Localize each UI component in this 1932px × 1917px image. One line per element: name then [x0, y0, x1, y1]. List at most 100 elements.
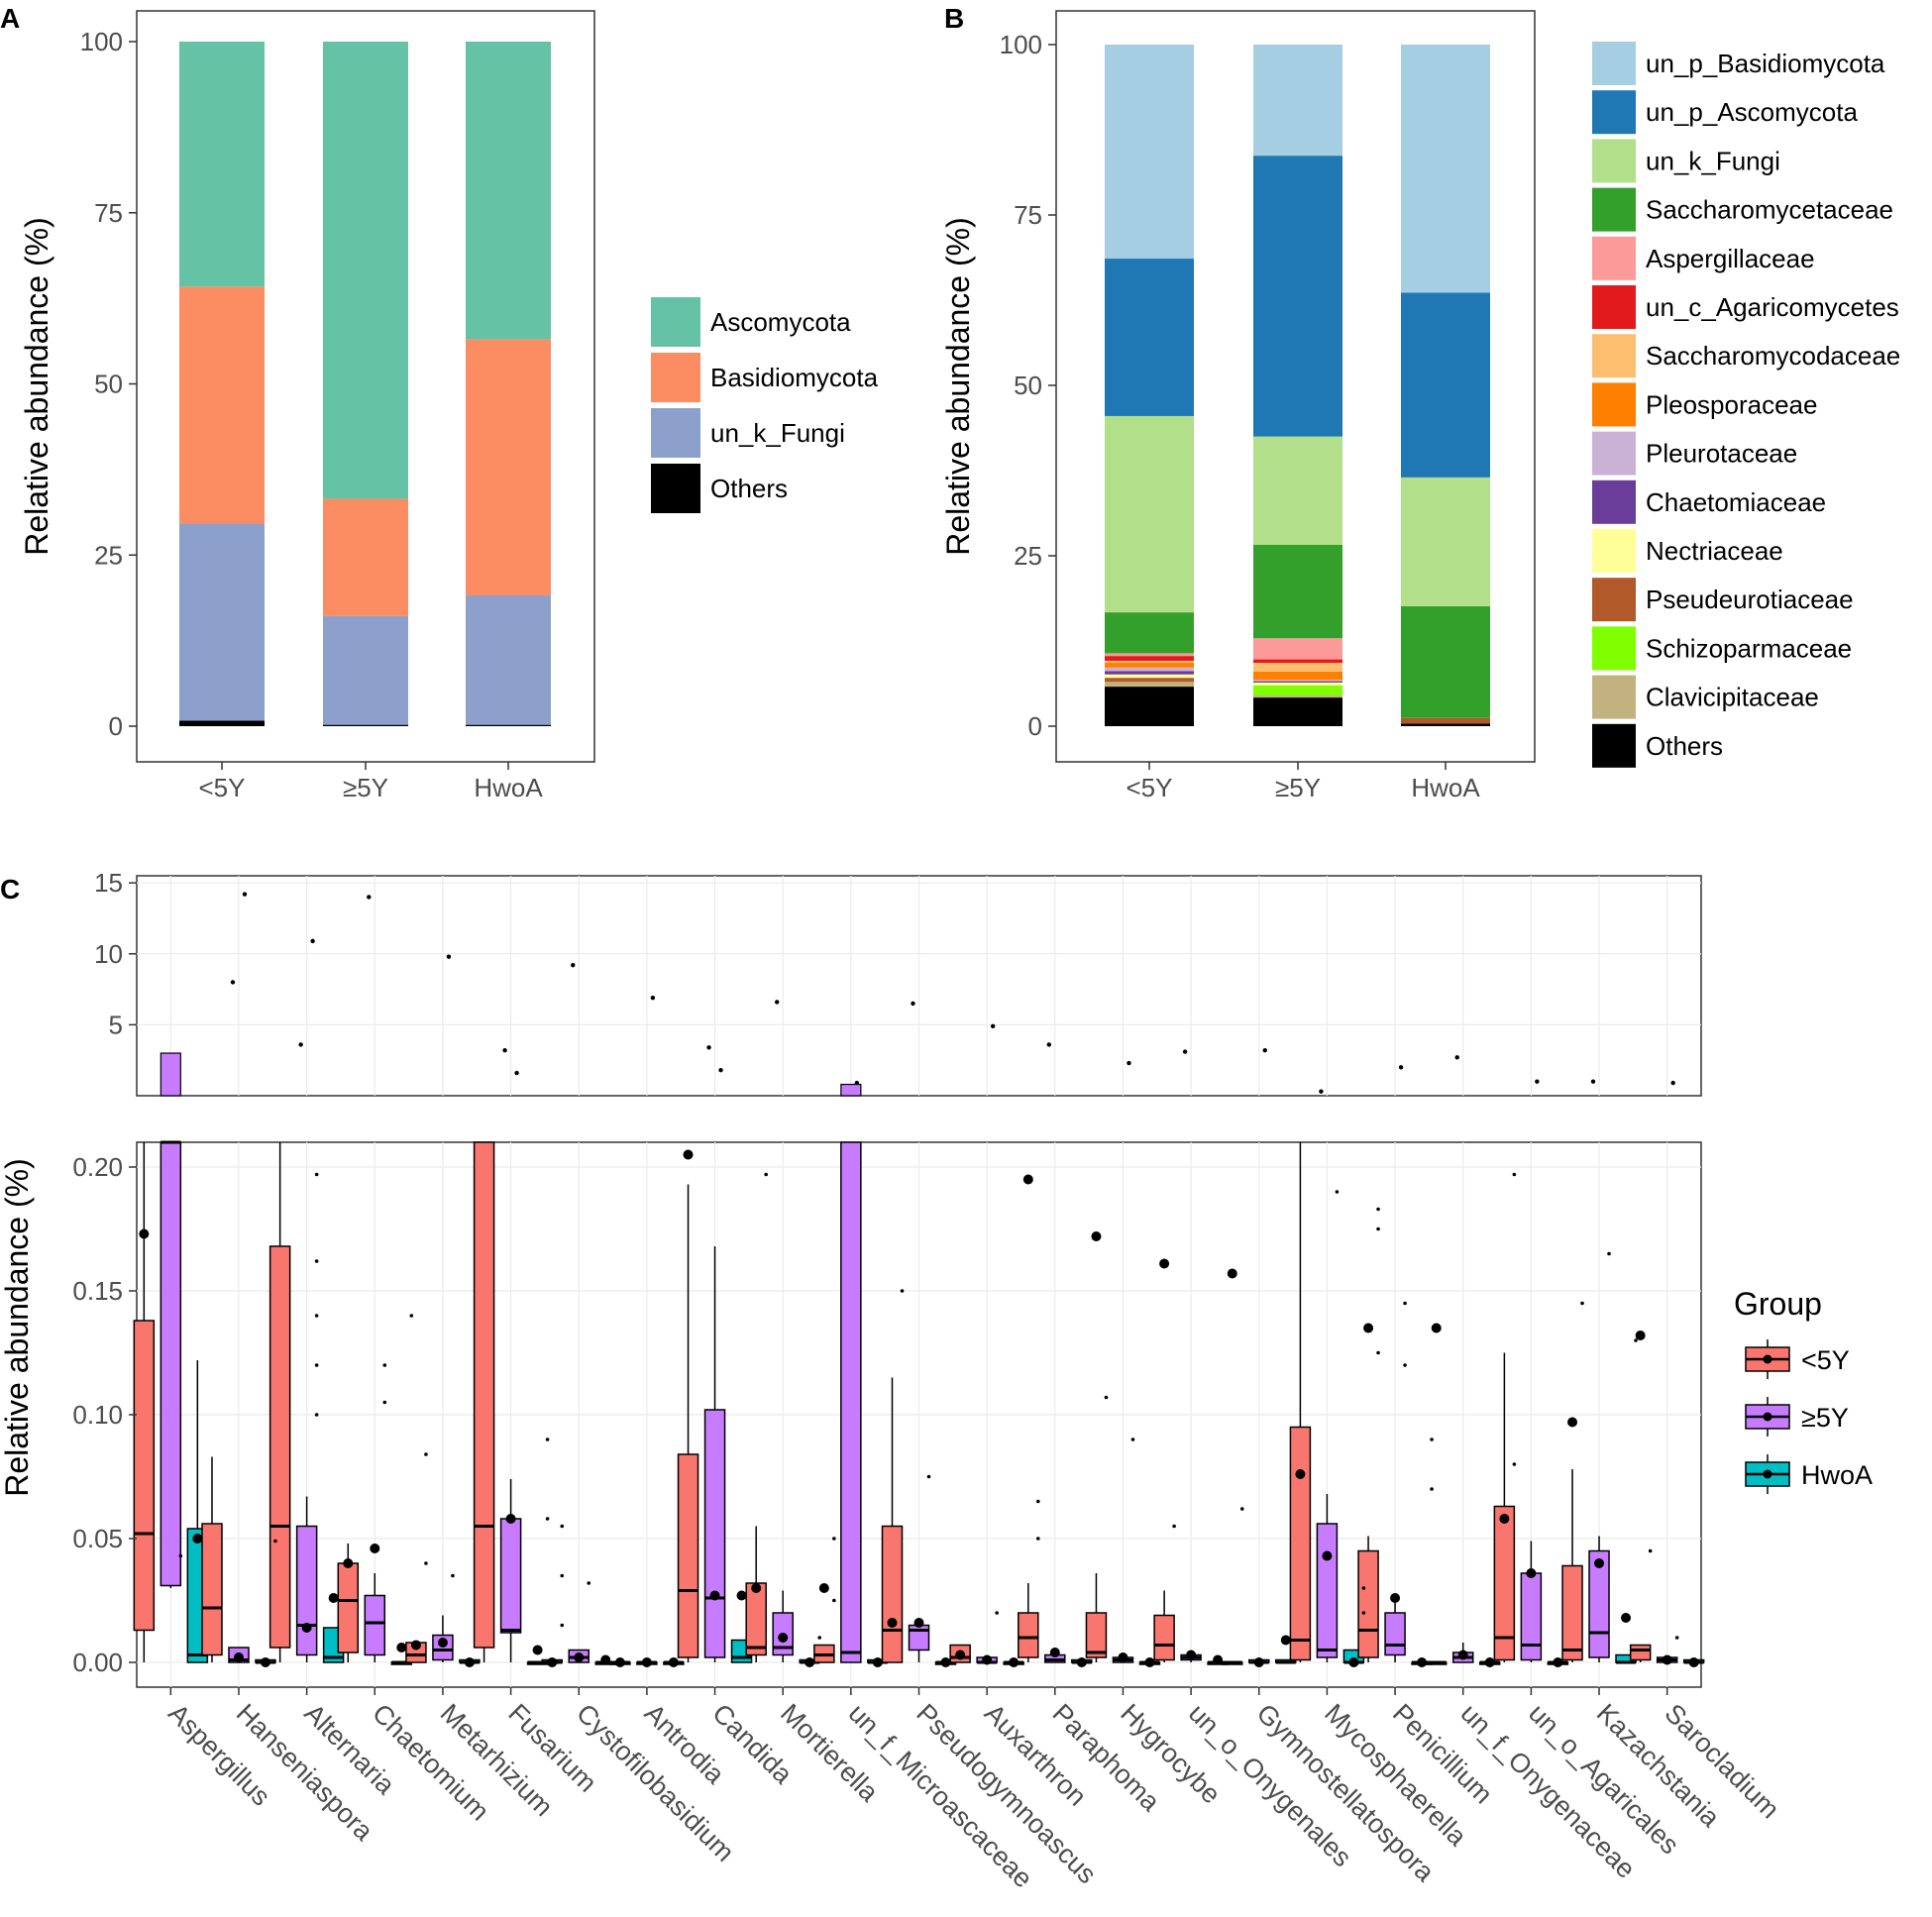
- panel-c-box-kazachstania-lt5y-iqr: [1561, 1564, 1583, 1661]
- panel-c-lower-outlier-point: [1430, 1438, 1434, 1441]
- panel-c-box-auxarthron-hwoa-mean: [1009, 1657, 1020, 1667]
- panela-x-tick-label-ge5y: ≥5Y: [343, 773, 388, 802]
- panel-c-lower-outlier-point: [1239, 1507, 1244, 1511]
- panel-c-box-mycosphaerella-ge5y-iqr: [1316, 1523, 1339, 1658]
- panel-c-box-pseudogymnoascus-ge5y-mean: [913, 1618, 924, 1628]
- panela-legend-label-others: Others: [710, 474, 788, 503]
- panelb-legend-swatch-un-c-agaricomycetes: [1592, 285, 1636, 329]
- panel-c-upper-outlier-point: [990, 1023, 996, 1029]
- panel-c-upper-box-aspergillus-ge5y: [160, 1052, 181, 1097]
- panel-c-box-aspergillus-hwoa-mean: [192, 1534, 203, 1544]
- panela-y-tick-label-75: 75: [94, 198, 123, 228]
- panel-c-upper-outlier-point: [774, 1000, 780, 1005]
- panel-c-box-un-f-microascaceae-ge5y-iqr: [840, 1141, 862, 1663]
- panel-c-upper-outlier-point: [1670, 1080, 1675, 1086]
- panel-c-lower-outlier-point: [900, 1289, 905, 1293]
- panelb-bar-ge5y-others: [1253, 697, 1342, 726]
- panelb-legend-label-others: Others: [1646, 731, 1723, 761]
- panel-b-chart: 0 25 50 75 100 <5Y ≥5Y HwoA Relative abundance…: [940, 10, 1900, 802]
- panel-c-x-ticks: AspergillusHanseniasporaAlternariaChaeto…: [162, 1687, 1785, 1893]
- panel-c-upper-y-tick-label-15: 15: [94, 868, 123, 898]
- panel-c-box-un-o-agaricales-ge5y-mean: [1526, 1568, 1537, 1578]
- panel-c-upper-outlier-point: [502, 1047, 507, 1053]
- panel-c-box-candida-lt5y-iqr: [677, 1453, 699, 1658]
- panel-c-lower-outlier-point: [560, 1573, 565, 1578]
- panel-c-upper-outlier-point: [1182, 1049, 1188, 1054]
- panel-c-box-gymnostellatospora-lt5y-mean: [1227, 1268, 1237, 1279]
- panelb-legend-label-un-p-basidiomycota: un_p_Basidiomycota: [1646, 49, 1885, 78]
- panel-c-box-antrodia-ge5y-mean: [641, 1657, 652, 1667]
- panelb-bar-lt5y-un-k-fungi: [1105, 415, 1194, 613]
- panel-c-lower-outlier-point: [1430, 1487, 1434, 1491]
- panelb-bar-ge5y-un-p-basidiomycota: [1253, 45, 1342, 157]
- panelb-legend-swatch-saccharomycetaceae: [1592, 187, 1636, 232]
- panel-c-box-alternaria-hwoa-mean: [328, 1593, 339, 1603]
- panel-c-box-auxarthron-lt5y-mean: [955, 1650, 966, 1660]
- panel-c-lower-outlier-point: [382, 1363, 387, 1367]
- panel-c-box-paraphoma-lt5y-mean: [1022, 1174, 1033, 1185]
- panel-b-legend: un_p_Basidiomycota un_p_Ascomycota un_k_Fu…: [1592, 42, 1900, 768]
- panel-c-upper-outlier-point: [1046, 1042, 1052, 1047]
- panel-c-lower-outlier-point: [832, 1537, 836, 1541]
- panel-c-box-gymnostellatospora-hwoa-mean: [1280, 1635, 1291, 1646]
- panelb-x-tick-label-hwoa: HwoA: [1411, 773, 1480, 802]
- panel-c-box-pseudogymnoascus-hwoa-mean: [940, 1657, 951, 1667]
- panelb-legend-swatch-clavicipitaceae: [1592, 675, 1636, 719]
- panela-y-tick-label-25: 25: [94, 540, 123, 570]
- panel-c-box-alternaria-ge5y-mean: [301, 1623, 312, 1633]
- panel-c-chart: 5 10 15 0.00 0.05 0.10 0.15 0.20 AspergillusHan…: [0, 868, 1873, 1893]
- panel-a-y-axis-label: Relative abundance (%): [19, 217, 54, 556]
- panel-c-box-chaetomium-hwoa-mean: [396, 1643, 407, 1652]
- panel-c-upper-outlier-point: [1454, 1055, 1459, 1060]
- panel-letter-b: B: [944, 3, 964, 34]
- panel-b-x-ticks: <5Y ≥5Y HwoA: [1127, 762, 1480, 802]
- panelb-bar-hwoa-un-p-basidiomycota: [1401, 45, 1490, 293]
- panelb-bar-ge5y-pleurotaceae: [1253, 680, 1342, 682]
- panel-c-lower-outlier-point: [178, 1553, 183, 1558]
- panelb-bar-ge5y-nectriaceae: [1253, 682, 1342, 686]
- panel-c-upper-outlier-point: [706, 1045, 711, 1050]
- panel-c-lower-outlier-point: [1361, 1611, 1366, 1615]
- panel-c-box-un-o-onygenales-lt5y-mean: [1159, 1258, 1170, 1269]
- panel-c-box-mortierella-ge5y-mean: [778, 1633, 789, 1643]
- panelb-bar-hwoa-saccharomycetaceae: [1401, 605, 1490, 718]
- panela-legend-label-un-k-fungi: un_k_Fungi: [710, 418, 845, 448]
- panel-c-box-gymnostellatospora-ge5y-mean: [1253, 1657, 1264, 1667]
- panel-c-box-cystofilobasidium-hwoa-mean: [600, 1654, 611, 1665]
- panel-c-box-mortierella-lt5y-iqr: [745, 1582, 767, 1656]
- panel-c-box-candida-ge5y-iqr: [703, 1409, 726, 1658]
- panel-c-lower-outlier-point: [424, 1452, 428, 1456]
- panel-c-box-hygrocybe-hwoa-mean: [1144, 1657, 1155, 1667]
- panelb-legend-label-pleurotaceae: Pleurotaceae: [1646, 439, 1797, 469]
- panel-c-box-fusarium-ge5y-mean: [505, 1514, 516, 1524]
- panel-c-box-aspergillus-ge5y-iqr: [160, 1141, 182, 1587]
- panelb-bar-ge5y-saccharomycodaceae: [1253, 663, 1342, 672]
- panela-bar-lt5y-basidiomycota: [179, 286, 265, 524]
- panel-c-legend-hwoa-label: HwoA: [1801, 1460, 1873, 1490]
- panel-c-box-penicillium-ge5y-iqr: [1384, 1612, 1406, 1656]
- panela-bar-hwoa-ascomycota: [466, 42, 551, 340]
- panela-legend-swatch-un-k-fungi: [651, 408, 700, 458]
- panel-c-upper-outlier-point: [230, 980, 236, 985]
- panelb-bar-ge5y-clavicipitaceae: [1253, 695, 1342, 698]
- panel-c-box-sarocladium-hwoa-mean: [1688, 1657, 1699, 1667]
- panelb-bar-hwoa-un-k-fungi: [1401, 477, 1490, 606]
- panel-c-upper-box-microascaceae-ge5y: [840, 1083, 862, 1097]
- panel-c-upper-outlier-point: [367, 895, 372, 900]
- panelb-bar-ge5y-chaetomiaceae: [1253, 681, 1342, 683]
- panela-legend-label-basidiomycota: Basidiomycota: [710, 363, 879, 392]
- panelb-legend-label-un-k-fungi: un_k_Fungi: [1646, 146, 1780, 175]
- panel-c-upper-outlier-point: [1262, 1047, 1267, 1053]
- panelb-bar-lt5y-pseudeurotiaceae: [1105, 678, 1194, 683]
- panelb-bar-hwoa-un-p-ascomycota: [1401, 292, 1490, 478]
- panel-letter-a: A: [0, 3, 20, 34]
- panel-c-box-penicillium-ge5y-mean: [1390, 1593, 1401, 1603]
- panel-c-box-mycosphaerella-lt5y-mean: [1295, 1469, 1306, 1479]
- panelb-legend-swatch-chaetomiaceae: [1592, 479, 1636, 524]
- panel-c-upper-y-tick-label-10: 10: [94, 939, 123, 969]
- panela-y-tick-label-50: 50: [94, 370, 123, 399]
- panel-c-box-un-o-onygenales-lt5y-iqr: [1153, 1614, 1175, 1661]
- panel-c-y-ticks: 5 10 15 0.00 0.05 0.10 0.15 0.20: [72, 868, 137, 1677]
- panel-c-box-auxarthron-ge5y-mean: [982, 1654, 993, 1665]
